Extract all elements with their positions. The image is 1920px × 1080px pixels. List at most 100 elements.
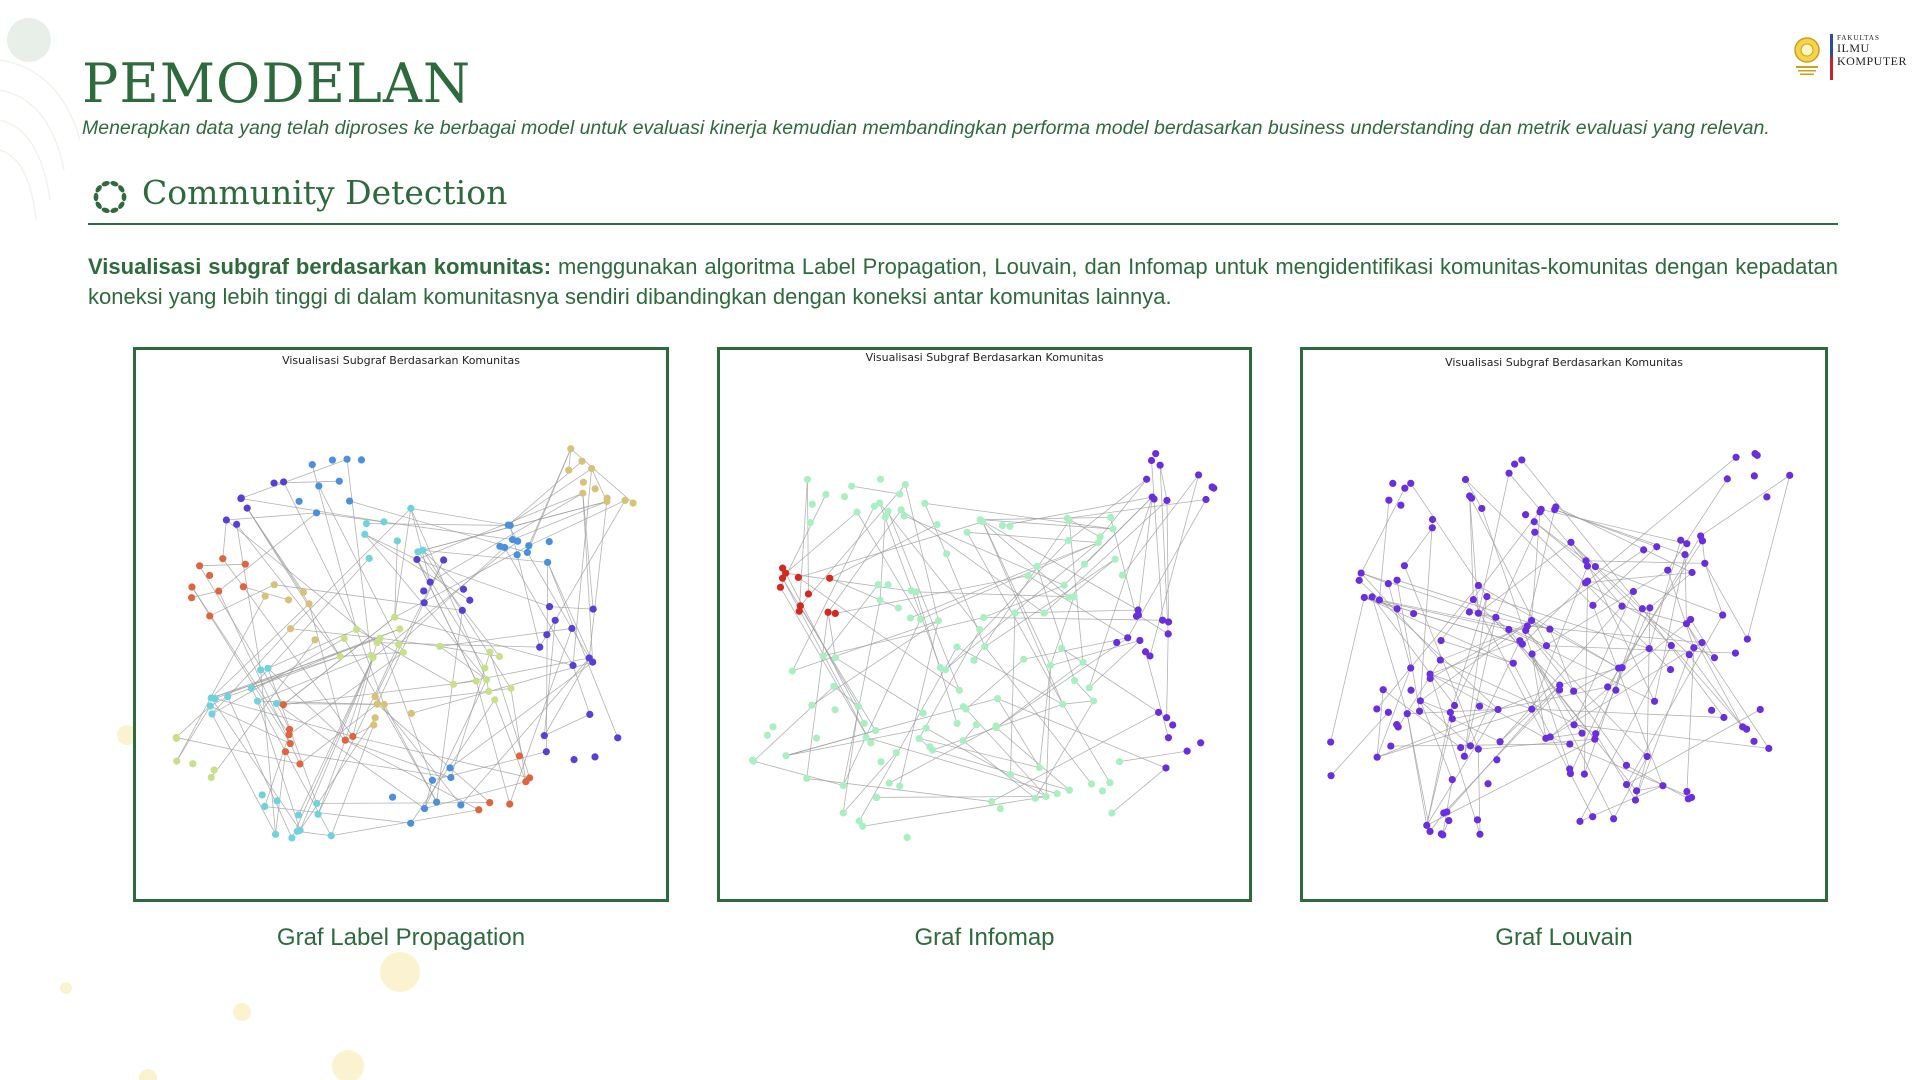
graph-edge (422, 501, 607, 551)
graph-node (831, 654, 840, 662)
graph-node (589, 658, 597, 666)
graph-node (311, 636, 319, 644)
graph-edge (257, 655, 372, 702)
graph-edge (1074, 680, 1094, 702)
graph-node (589, 605, 597, 613)
graph-node (286, 625, 295, 633)
graph-node (420, 804, 429, 813)
graph-edge (866, 737, 1058, 795)
graph-edge (995, 661, 1084, 728)
graph-node (491, 696, 499, 704)
graph-node (1042, 792, 1050, 801)
graph-node (963, 528, 971, 536)
graph-node (1109, 525, 1117, 533)
university-seal-icon (1794, 37, 1820, 75)
graph-node (614, 734, 622, 742)
graph-edge (1700, 475, 1790, 537)
graph-edge (1379, 599, 1526, 631)
graph-node (812, 734, 821, 742)
graph-node (305, 600, 313, 608)
graph-node (1393, 576, 1401, 584)
graph-edge (984, 558, 1116, 648)
graph-edge (175, 705, 211, 738)
graph-node (380, 700, 388, 709)
graph-edge (1360, 488, 1406, 574)
graph-node (776, 583, 785, 591)
icon-leaf (118, 201, 125, 209)
graph-edge (1138, 614, 1169, 635)
graph-edge (283, 680, 477, 706)
graph-node (804, 590, 813, 598)
graph-node (1428, 524, 1436, 532)
graph-edge (753, 760, 844, 786)
graph-node (270, 581, 278, 589)
graph-edge (1068, 520, 1084, 663)
graph-edge (176, 705, 211, 762)
graph-edge (996, 637, 1128, 728)
graph-edge (416, 492, 583, 560)
graph-edge (1587, 456, 1737, 582)
graph-node (839, 781, 847, 790)
graph-edge (1469, 495, 1479, 614)
graph-node (515, 752, 524, 760)
graph-edge (858, 646, 958, 822)
graph-edge (980, 519, 1070, 598)
graph-edge (1592, 546, 1658, 606)
icon-leaf (95, 201, 102, 209)
graph-node (1589, 813, 1597, 821)
graph-edge (1595, 733, 1636, 801)
graph-node (328, 456, 337, 464)
graph-node (207, 773, 215, 782)
graph-edge (1621, 535, 1702, 668)
graph-node (352, 625, 361, 634)
graph-edge (1522, 582, 1586, 645)
graph-node (299, 588, 308, 596)
graph-node (261, 592, 269, 600)
graph-edge (1330, 597, 1365, 743)
graph-edge (1594, 738, 1637, 792)
graph-edge (364, 534, 471, 601)
graph-edge (1360, 572, 1441, 661)
graph-edge (1478, 542, 1572, 614)
graph-edge (753, 685, 835, 762)
graph-node (1080, 560, 1088, 568)
graph-node (1492, 613, 1500, 621)
graph-edge (1686, 647, 1695, 792)
graph-node (1509, 659, 1517, 667)
graph-node (420, 587, 428, 595)
graph-edge (1621, 605, 1687, 625)
graph-edge (330, 724, 375, 836)
graph-node (884, 507, 892, 516)
graph-node (373, 639, 381, 647)
graph-edge (264, 734, 290, 807)
graph-node (361, 530, 369, 538)
graph-node (272, 699, 281, 708)
graph-edge (1607, 540, 1703, 688)
graph-node (261, 802, 269, 811)
graph-edge (1465, 479, 1483, 509)
graph-edge (842, 619, 921, 786)
graph-edge (416, 559, 486, 669)
graph-edge (1549, 629, 1574, 692)
graph-edge (1376, 689, 1384, 758)
graph-node (839, 809, 847, 817)
graph-edge (416, 559, 477, 682)
graph-edge (910, 566, 1038, 619)
graph-edges (753, 460, 1215, 827)
graph-edge (176, 737, 301, 765)
graph-node (955, 686, 963, 694)
graph-edge (374, 696, 462, 806)
graph-edge (411, 661, 593, 714)
graph-edge (1465, 479, 1594, 606)
graph-edge (982, 521, 1051, 666)
graph-edge (356, 629, 454, 685)
graph-node (1467, 494, 1476, 502)
caption-label-propagation: Graf Label Propagation (276, 924, 526, 951)
graph-node (1355, 576, 1363, 584)
graph-node (1681, 550, 1689, 559)
graph-node (1466, 742, 1475, 750)
graph-node (796, 602, 804, 610)
graph-edge (264, 806, 411, 824)
graph-edge (331, 809, 479, 837)
graph-node (1115, 758, 1124, 766)
